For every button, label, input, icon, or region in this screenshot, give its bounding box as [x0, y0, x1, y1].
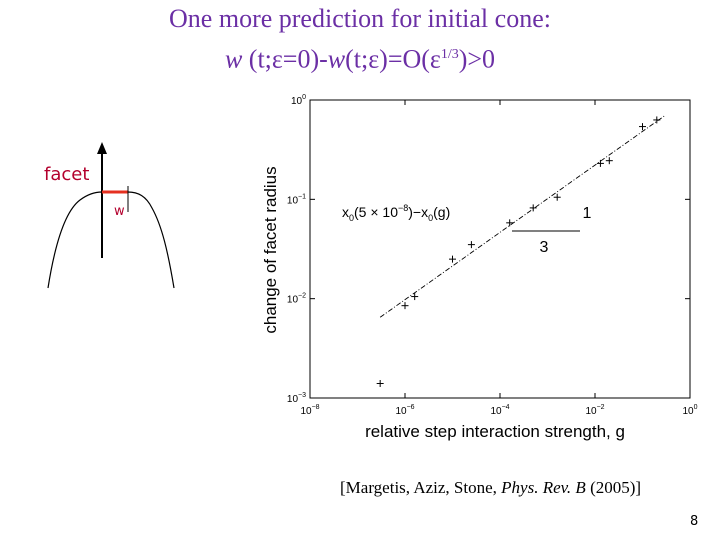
slide-title-line1: One more prediction for initial cone: — [169, 4, 551, 33]
title-arg2: (t;ε)=O(ε — [345, 44, 441, 74]
data-point-12 — [653, 116, 661, 124]
citation-year: (2005)] — [585, 478, 642, 497]
data-point-3 — [411, 293, 419, 301]
citation-authors: [Margetis, Aziz, Stone, — [340, 478, 502, 497]
title-w1: w — [224, 44, 243, 74]
x-tick-label-5: 100 — [682, 404, 697, 417]
sketch-arrowhead — [97, 142, 107, 154]
series-annotation: x0(5 × 10−8)−x0(g) — [342, 203, 450, 223]
data-point-4 — [449, 255, 456, 263]
title-tail: )>0 — [458, 44, 496, 74]
facet-sketch — [47, 142, 175, 289]
y-tick-label-1: 10−3 — [287, 392, 306, 405]
plot-frame — [309, 99, 691, 399]
citation-journal: Phys. Rev. B — [501, 478, 586, 497]
citation: [Margetis, Aziz, Stone, Phys. Rev. B (20… — [340, 478, 641, 498]
x-tick-label-1: 10−8 — [300, 404, 319, 417]
page-number: 8 — [690, 514, 699, 529]
fit-line — [379, 115, 666, 318]
title-w2: w — [327, 44, 346, 74]
title-arg1: (t;ε=0)- — [242, 44, 328, 74]
data-point-2 — [401, 302, 409, 310]
y-tick-label-2: 10−2 — [287, 293, 306, 306]
sketch-cone-right — [127, 191, 175, 289]
slope-denominator: 3 — [540, 239, 549, 256]
y-tick-label-3: 10−1 — [287, 193, 306, 206]
facet-label: facet — [44, 164, 90, 185]
data-point-7 — [529, 204, 537, 212]
data-point-5 — [467, 241, 475, 249]
data-point-9 — [596, 159, 604, 167]
slope-numerator: 1 — [583, 205, 592, 222]
data-point-6 — [506, 219, 514, 227]
data-point-10 — [605, 157, 613, 165]
data-point-11 — [639, 123, 646, 131]
data-point-1 — [376, 379, 384, 387]
x-axis-label: relative step interaction strength, g — [365, 422, 625, 441]
data-point-8 — [553, 193, 561, 201]
y-tick-label-4: 100 — [291, 94, 306, 107]
slide-title-line2: w (t;ε=0)-w(t;ε)=O(ε1/3)>0 — [0, 40, 720, 75]
y-axis-label: change of facet radius — [261, 166, 280, 333]
x-tick-label-4: 10−2 — [585, 404, 604, 417]
x-tick-label-3: 10−4 — [490, 404, 509, 417]
facet-radius-chart: 10−8 10−6 10−4 10−2 100 10−3 10−2 10−1 100 rela… — [261, 94, 698, 441]
title-exponent: 1/3 — [440, 47, 459, 62]
w-label: w — [114, 204, 125, 219]
x-tick-label-2: 10−6 — [395, 404, 414, 417]
sketch-cone-left — [47, 191, 103, 289]
